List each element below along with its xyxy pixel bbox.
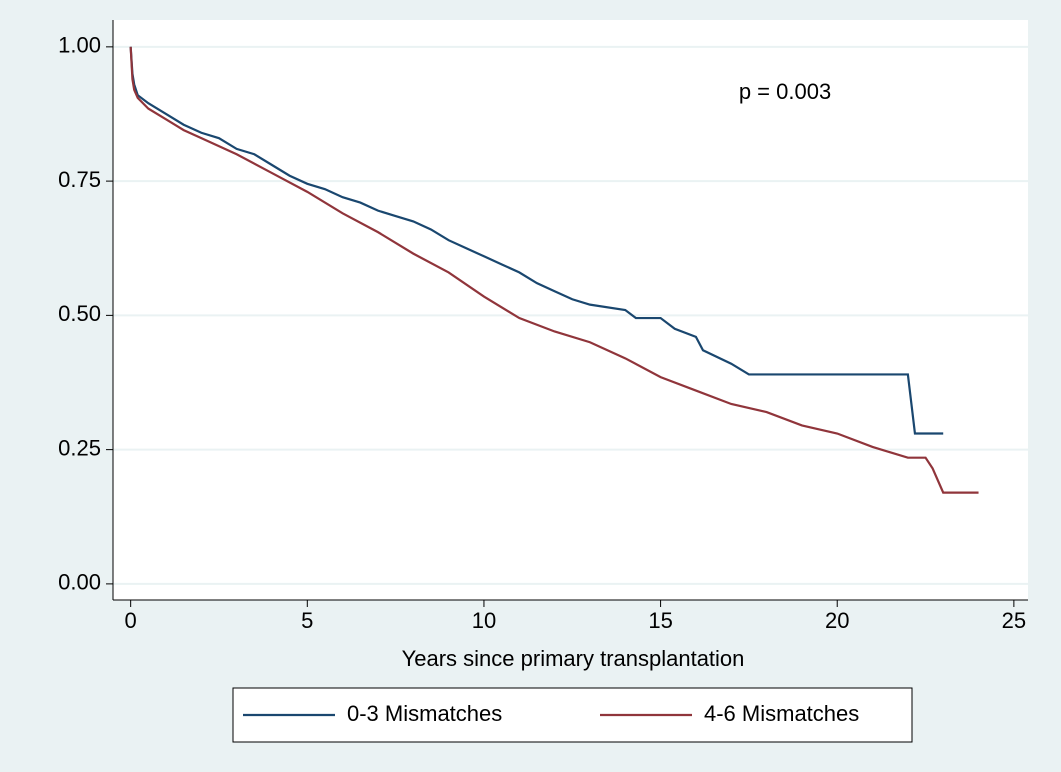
x-axis-label: Years since primary transplantation	[402, 646, 745, 671]
y-tick-label: 0.25	[58, 435, 101, 460]
x-tick-label: 15	[648, 608, 672, 633]
x-tick-label: 0	[125, 608, 137, 633]
survival-line	[129, 46, 944, 435]
legend-label: 0-3 Mismatches	[347, 701, 502, 726]
survival-line	[129, 46, 979, 494]
x-tick-label: 25	[1002, 608, 1026, 633]
annotation: p = 0.003	[739, 79, 831, 104]
plot-area	[113, 20, 1028, 600]
y-tick-label: 0.00	[58, 570, 101, 595]
x-tick-label: 5	[301, 608, 313, 633]
legend-box	[232, 687, 913, 743]
y-tick-label: 0.75	[58, 167, 101, 192]
x-tick-label: 10	[472, 608, 496, 633]
y-tick-label: 0.50	[58, 301, 101, 326]
x-tick-label: 20	[825, 608, 849, 633]
y-tick-label: 1.00	[58, 33, 101, 58]
legend-label: 4-6 Mismatches	[704, 701, 859, 726]
